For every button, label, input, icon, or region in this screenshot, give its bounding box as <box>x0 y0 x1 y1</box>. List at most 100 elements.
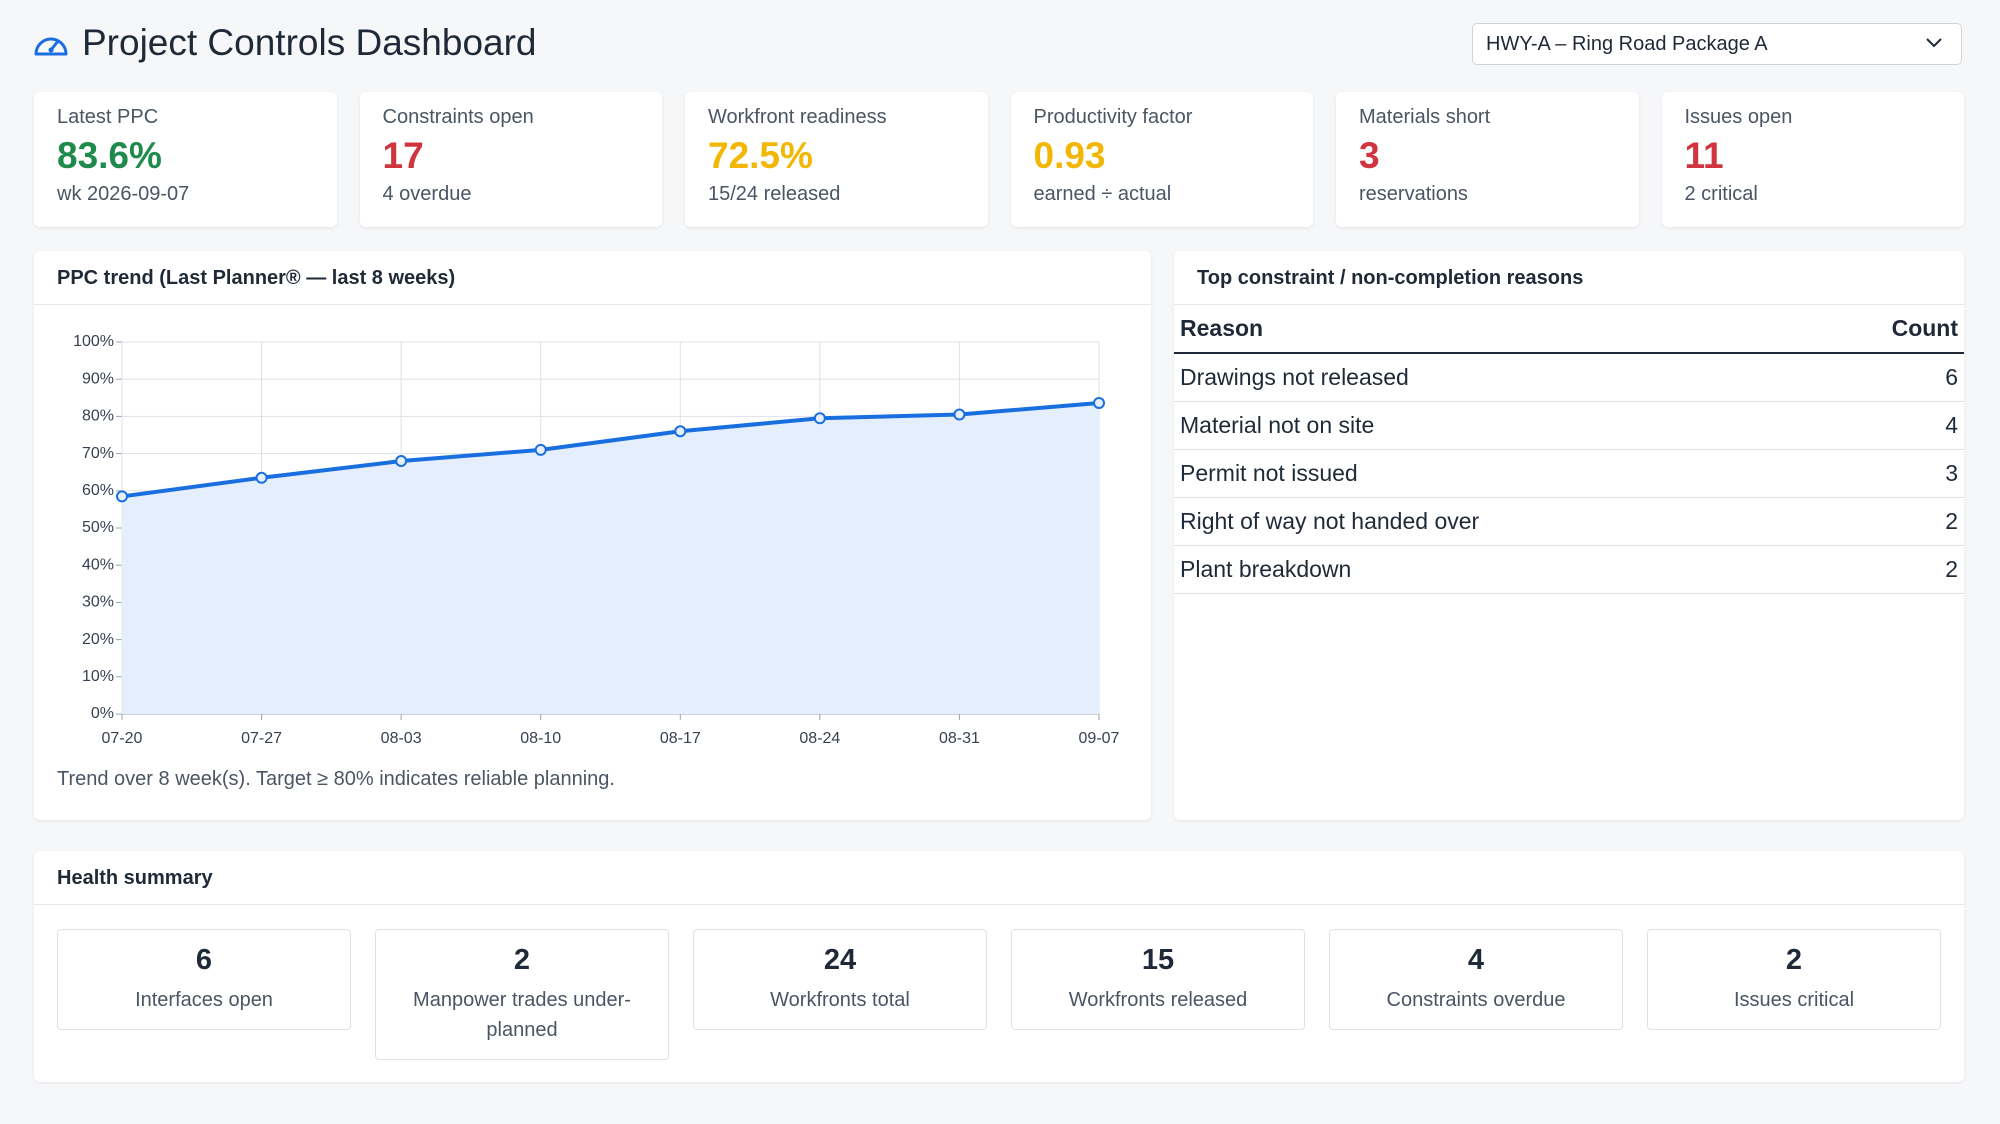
kpi-card: Workfront readiness 72.5% 15/24 released <box>685 92 988 227</box>
health-card: 24 Workfronts total <box>693 929 987 1030</box>
column-header: Count <box>1804 305 1964 354</box>
chart-panel: PPC trend (Last Planner® — last 8 weeks)… <box>34 251 1151 820</box>
area <box>122 403 1099 714</box>
kpi-label: Constraints open <box>382 106 534 128</box>
kpi-value: 17 <box>382 135 424 176</box>
y-tick-label: 90% <box>82 370 114 387</box>
kpi-note: wk 2026-09-07 <box>57 183 190 205</box>
panel-title: Health summary <box>34 851 1964 905</box>
panel-title: PPC trend (Last Planner® — last 8 weeks) <box>34 251 1151 305</box>
gauge-icon <box>34 37 68 56</box>
kpi-note: 4 overdue <box>382 183 472 205</box>
x-tick-label: 09-07 <box>1079 730 1120 747</box>
kpi-note: 15/24 released <box>708 183 841 205</box>
health-card: 15 Workfronts released <box>1011 929 1305 1030</box>
point <box>395 455 408 468</box>
kpi-row: Latest PPC 83.6% wk 2026-09-07 Constraints … <box>34 92 1964 227</box>
point <box>953 408 966 421</box>
panel-title: Top constraint / non-completion reasons <box>1174 251 1964 305</box>
point <box>534 443 547 456</box>
page-title: Project Controls Dashboard <box>82 22 537 63</box>
health-card: 2 Issues critical <box>1647 929 1941 1030</box>
y-tick-label: 70% <box>82 445 114 462</box>
health-label: Constraints overdue <box>1386 989 1566 1011</box>
project-select[interactable]: HWY-A – Ring Road Package A <box>1472 23 1962 65</box>
x-tick-label: 08-03 <box>381 730 422 747</box>
table-row: Plant breakdown 2 <box>1174 545 1964 594</box>
kpi-value: 3 <box>1359 135 1380 176</box>
count-cell: 2 <box>1804 545 1964 594</box>
health-value: 4 <box>1467 944 1485 976</box>
count-cell: 6 <box>1804 353 1964 402</box>
kpi-label: Workfront readiness <box>708 106 887 128</box>
health-label: Workfronts released <box>1068 989 1248 1011</box>
y-tick-label: 40% <box>82 556 114 573</box>
count-cell: 4 <box>1804 401 1964 450</box>
kpi-card: Productivity factor 0.93 earned ÷ actual <box>1010 92 1313 227</box>
kpi-label: Materials short <box>1359 106 1491 128</box>
kpi-value: 83.6% <box>57 135 162 176</box>
x-tick-label: 07-27 <box>241 730 282 747</box>
point <box>116 490 128 503</box>
health-value: 2 <box>513 944 531 976</box>
health-card: 6 Interfaces open <box>57 929 351 1030</box>
y-tick-label: 10% <box>82 668 114 685</box>
health-value: 15 <box>1141 944 1175 976</box>
y-tick-label: 30% <box>82 594 114 611</box>
x-tick-label: 07-20 <box>102 730 143 747</box>
health-card: 4 Constraints overdue <box>1329 929 1623 1030</box>
kpi-value: 0.93 <box>1033 135 1106 176</box>
chevron <box>1926 38 1942 48</box>
x-tick-label: 08-17 <box>660 730 701 747</box>
point <box>255 471 268 484</box>
table-row: Permit not issued 3 <box>1174 449 1964 498</box>
health-items: 6 Interfaces open 2 Manpower trades under-p… <box>57 929 1941 1060</box>
point <box>674 425 687 438</box>
kpi-note: 2 critical <box>1684 183 1758 205</box>
y-tick-label: 0% <box>91 705 114 722</box>
kpi-label: Productivity factor <box>1033 106 1193 128</box>
y-tick-label: 60% <box>82 482 114 499</box>
table-row: Material not on site 4 <box>1174 401 1964 450</box>
select-value: HWY-A – Ring Road Package A <box>1486 33 1768 55</box>
kpi-label: Latest PPC <box>57 106 159 128</box>
kpi-card: Materials short 3 reservations <box>1336 92 1639 227</box>
kpi-note: reservations <box>1359 183 1468 205</box>
kpi-card: Issues open 11 2 critical <box>1661 92 1964 227</box>
x-tick-label: 08-31 <box>939 730 980 747</box>
health-label: Issues critical <box>1733 989 1855 1011</box>
health-label: Manpower trades under-planned <box>413 989 631 1041</box>
reason-cell: Permit not issued <box>1174 449 1805 498</box>
health-label: Workfronts total <box>770 989 910 1011</box>
health-card: 2 Manpower trades under-planned <box>375 929 669 1060</box>
health-label: Interfaces open <box>135 989 273 1011</box>
chart-caption: Trend over 8 week(s). Target ≥ 80% indic… <box>57 768 615 790</box>
y-tick-label: 80% <box>82 408 114 425</box>
health-panel: Health summary 6 Interfaces open 2 Manpower… <box>34 851 1964 1082</box>
reason-cell: Material not on site <box>1174 401 1805 450</box>
y-tick-label: 50% <box>82 519 114 536</box>
point <box>1093 397 1105 410</box>
kpi-card: Constraints open 17 4 overdue <box>359 92 662 227</box>
kpi-card: Latest PPC 83.6% wk 2026-09-07 <box>34 92 337 227</box>
table-row: Drawings not released 6 <box>1174 353 1964 402</box>
kpi-label: Issues open <box>1684 106 1793 128</box>
reason-cell: Plant breakdown <box>1174 545 1805 594</box>
column-header: Reason <box>1174 305 1805 354</box>
reason-cell: Right of way not handed over <box>1174 497 1805 546</box>
x-tick-label: 08-24 <box>799 730 840 747</box>
table-panel: Top constraint / non-completion reasons … <box>1174 251 1964 820</box>
y-tick-label: 20% <box>82 631 114 648</box>
health-value: 6 <box>195 944 213 976</box>
table-row: Right of way not handed over 2 <box>1174 497 1964 546</box>
header-row: Reason Count <box>1174 305 1964 354</box>
count-cell: 3 <box>1804 449 1964 498</box>
health-value: 24 <box>823 944 857 976</box>
kpi-note: earned ÷ actual <box>1033 183 1172 205</box>
y-tick-label: 100% <box>73 333 114 350</box>
count-cell: 2 <box>1804 497 1964 546</box>
reasons-table: Reason Count Drawings not released 6 Materia… <box>1174 305 1964 594</box>
point <box>813 412 826 425</box>
